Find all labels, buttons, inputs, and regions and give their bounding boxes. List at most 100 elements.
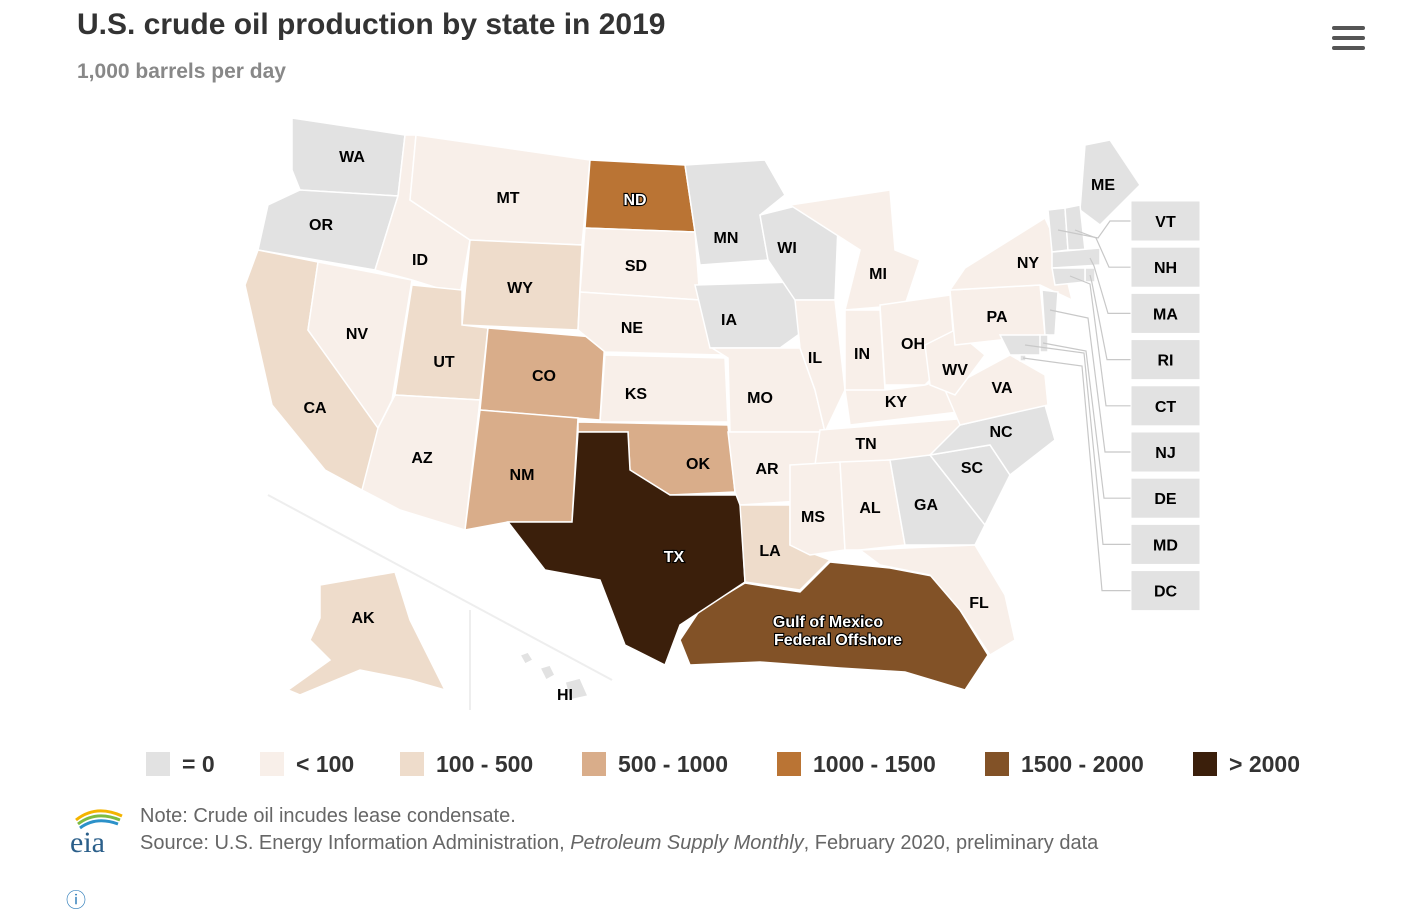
state-label-me: ME — [1091, 177, 1115, 194]
small-state-box-ri[interactable] — [1130, 339, 1201, 381]
leader-line-ma — [1089, 257, 1131, 314]
state-ma[interactable] — [1051, 247, 1101, 269]
legend-swatch — [777, 752, 801, 776]
state-ny[interactable] — [948, 216, 1074, 302]
state-ct[interactable] — [1051, 267, 1086, 286]
state-ms[interactable] — [789, 461, 846, 556]
small-state-label-nh: NH — [1154, 260, 1177, 277]
state-md[interactable] — [998, 334, 1041, 356]
state-label-nd: ND — [623, 192, 646, 209]
state-me[interactable] — [1079, 139, 1141, 226]
small-state-label-ma: MA — [1153, 306, 1178, 323]
state-label-nv: NV — [346, 326, 369, 343]
info-circle-icon[interactable]: ⓘ — [66, 890, 86, 912]
small-state-box-ma[interactable] — [1130, 292, 1201, 334]
small-state-label-ct: CT — [1155, 399, 1177, 416]
state-ak[interactable] — [286, 571, 447, 696]
leader-line-md — [1024, 344, 1131, 546]
state-label-ia: IA — [721, 312, 737, 329]
state-label-in: IN — [854, 346, 870, 363]
legend-label: 500 - 1000 — [618, 750, 728, 777]
state-hi[interactable] — [518, 651, 590, 701]
state-label-ca: CA — [303, 400, 327, 417]
state-label-wa: WA — [339, 149, 365, 166]
legend-swatch — [260, 752, 284, 776]
state-wv[interactable] — [924, 329, 987, 396]
state-label-la: LA — [759, 543, 781, 560]
state-label-wi: WI — [777, 240, 797, 257]
footnote: Note: Crude oil incudes lease condensate… — [140, 805, 516, 827]
state-fl[interactable] — [857, 544, 1016, 657]
legend-label: > 2000 — [1229, 750, 1300, 777]
state-label-nm: NM — [510, 467, 535, 484]
state-label-ut: UT — [433, 354, 455, 371]
leader-line-ct — [1069, 275, 1131, 407]
region-gulf-of-mexico[interactable] — [679, 561, 989, 691]
small-state-box-de[interactable] — [1130, 477, 1201, 519]
state-va[interactable] — [944, 354, 1049, 426]
map-legend: = 0 < 100 100 - 500 500 - 1000 1000 - 1500 15… — [0, 744, 1424, 784]
small-state-label-de: DE — [1154, 491, 1177, 508]
leader-line-dc — [1022, 357, 1131, 592]
state-label-sc: SC — [961, 460, 984, 477]
svg-text:eia: eia — [70, 826, 105, 858]
legend-item-r1500_2000[interactable]: 1500 - 2000 — [985, 744, 1144, 784]
legend-item-r100_500[interactable]: 100 - 500 — [400, 744, 533, 784]
small-state-label-vt: VT — [1155, 214, 1176, 231]
state-nj[interactable] — [1041, 289, 1059, 336]
state-ne[interactable] — [577, 291, 724, 356]
state-label-pa: PA — [986, 309, 1007, 326]
state-label-nc: NC — [989, 424, 1013, 441]
legend-item-r1000_1500[interactable]: 1000 - 1500 — [777, 744, 936, 784]
state-label-mo: MO — [747, 390, 773, 407]
source-note: Source: U.S. Energy Information Administ… — [140, 832, 1099, 854]
state-label-ms: MS — [801, 509, 825, 526]
hamburger-menu-icon[interactable] — [1328, 24, 1368, 54]
offshore-label-line1: Gulf of Mexico — [773, 614, 883, 631]
state-ga[interactable] — [889, 454, 986, 546]
legend-item-lt100[interactable]: < 100 — [260, 744, 354, 784]
state-az[interactable] — [361, 394, 481, 531]
small-state-box-dc[interactable] — [1130, 570, 1201, 612]
state-label-wv: WV — [942, 362, 968, 379]
leader-line-ri — [1089, 274, 1131, 361]
legend-label: = 0 — [182, 750, 215, 777]
small-state-box-vt[interactable] — [1130, 200, 1201, 242]
small-state-box-nj[interactable] — [1130, 431, 1201, 473]
state-label-co: CO — [532, 368, 556, 385]
small-state-leader-lines — [1022, 220, 1131, 592]
legend-item-gt2000[interactable]: > 2000 — [1193, 744, 1300, 784]
leader-line-de — [1042, 342, 1131, 499]
legend-swatch — [400, 752, 424, 776]
leader-line-nj — [1049, 309, 1131, 453]
state-label-ny: NY — [1017, 255, 1040, 272]
legend-label: 1000 - 1500 — [813, 750, 936, 777]
state-tx[interactable] — [506, 431, 746, 667]
small-state-label-nj: NJ — [1155, 445, 1175, 462]
small-state-box-ct[interactable] — [1130, 385, 1201, 427]
state-label-ne: NE — [621, 320, 644, 337]
inset-divider — [267, 494, 613, 681]
legend-swatch — [985, 752, 1009, 776]
legend-swatch — [146, 752, 170, 776]
legend-swatch — [1193, 752, 1217, 776]
state-or[interactable] — [257, 189, 399, 271]
small-state-label-dc: DC — [1154, 584, 1178, 601]
state-label-ky: KY — [885, 394, 908, 411]
state-label-oh: OH — [901, 336, 925, 353]
legend-item-r500_1000[interactable]: 500 - 1000 — [582, 744, 728, 784]
small-state-box-md[interactable] — [1130, 523, 1201, 565]
state-mi[interactable] — [787, 189, 921, 311]
small-state-box-nh[interactable] — [1130, 246, 1201, 288]
legend-item-zero[interactable]: = 0 — [146, 744, 215, 784]
state-label-ak: AK — [351, 610, 375, 627]
state-label-ga: GA — [914, 497, 938, 514]
chart-subtitle: 1,000 barrels per day — [77, 60, 286, 83]
state-al[interactable] — [839, 459, 906, 551]
state-ia[interactable] — [694, 281, 806, 349]
state-label-ar: AR — [755, 461, 779, 478]
state-label-va: VA — [991, 380, 1012, 397]
state-ks[interactable] — [599, 354, 729, 423]
state-labels: WA OR CA NV ID MT WY UT AZ CO NM ND SD NE KS OK TX MN IA MO… — [303, 149, 1115, 704]
state-label-mi: MI — [869, 266, 887, 283]
